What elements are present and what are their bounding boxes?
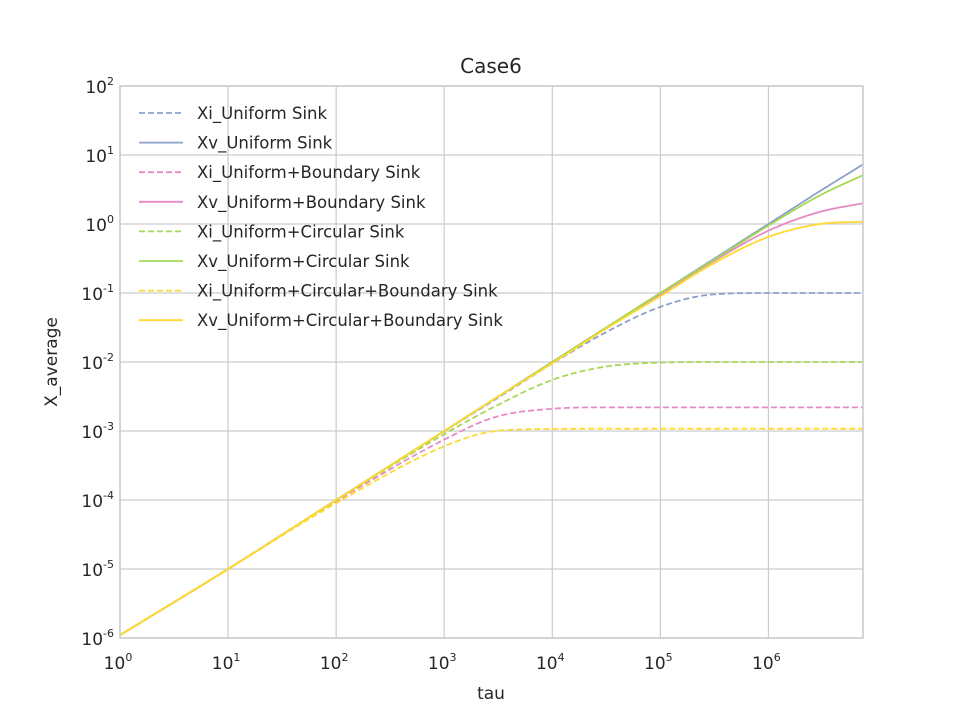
y-tick-label: 100 — [85, 213, 114, 236]
y-tick-label: 10-5 — [81, 558, 114, 581]
y-tick-label: 10-3 — [81, 420, 114, 443]
y-tick-label: 102 — [85, 75, 114, 98]
x-axis-label: tau — [477, 684, 505, 704]
legend-label: Xi_Uniform Sink — [197, 104, 327, 124]
series-line-xi-uniform-circular-sink — [119, 361, 863, 636]
legend-label: Xi_Uniform+Circular Sink — [197, 222, 405, 242]
chart-title: Case6 — [460, 54, 522, 78]
legend: Xi_Uniform Sink Xv_Uniform Sink Xi_Uniform… — [139, 104, 503, 331]
series-line-xi-uniform-sink — [119, 292, 863, 636]
legend-label: Xv_Uniform+Boundary Sink — [197, 193, 426, 213]
x-tick-label: 102 — [320, 651, 349, 674]
plot-frame — [119, 85, 864, 639]
y-tick-label: 10-6 — [81, 627, 114, 650]
legend-label: Xi_Uniform+Boundary Sink — [197, 163, 421, 183]
y-tick-label: 10-2 — [81, 351, 114, 374]
x-tick-label: 100 — [104, 651, 133, 674]
y-tick-label: 10-4 — [81, 489, 114, 512]
x-tick-labels: 100 101 102 103 104 105 106 — [104, 651, 781, 674]
x-tick-label: 104 — [536, 651, 565, 674]
y-tick-labels: 10-6 10-5 10-4 10-3 10-2 10-1 100 101 102 — [81, 75, 114, 650]
y-axis-label: X_average — [42, 317, 62, 407]
series-lines — [119, 163, 864, 636]
x-tick-label: 101 — [212, 651, 241, 674]
series-line-xv-uniform-circular-boundary-sink — [119, 220, 864, 636]
x-tick-label: 106 — [752, 651, 781, 674]
series-line-xi-uniform-boundary-sink — [119, 406, 863, 636]
legend-label: Xv_Uniform Sink — [197, 134, 333, 154]
x-tick-label: 103 — [428, 651, 457, 674]
y-tick-label: 10-1 — [81, 282, 114, 305]
x-tick-label: 105 — [644, 651, 673, 674]
legend-label: Xv_Uniform+Circular Sink — [197, 252, 410, 272]
y-tick-label: 101 — [85, 144, 114, 167]
legend-label: Xi_Uniform+Circular+Boundary Sink — [197, 282, 498, 302]
legend-label: Xv_Uniform+Circular+Boundary Sink — [197, 311, 503, 331]
